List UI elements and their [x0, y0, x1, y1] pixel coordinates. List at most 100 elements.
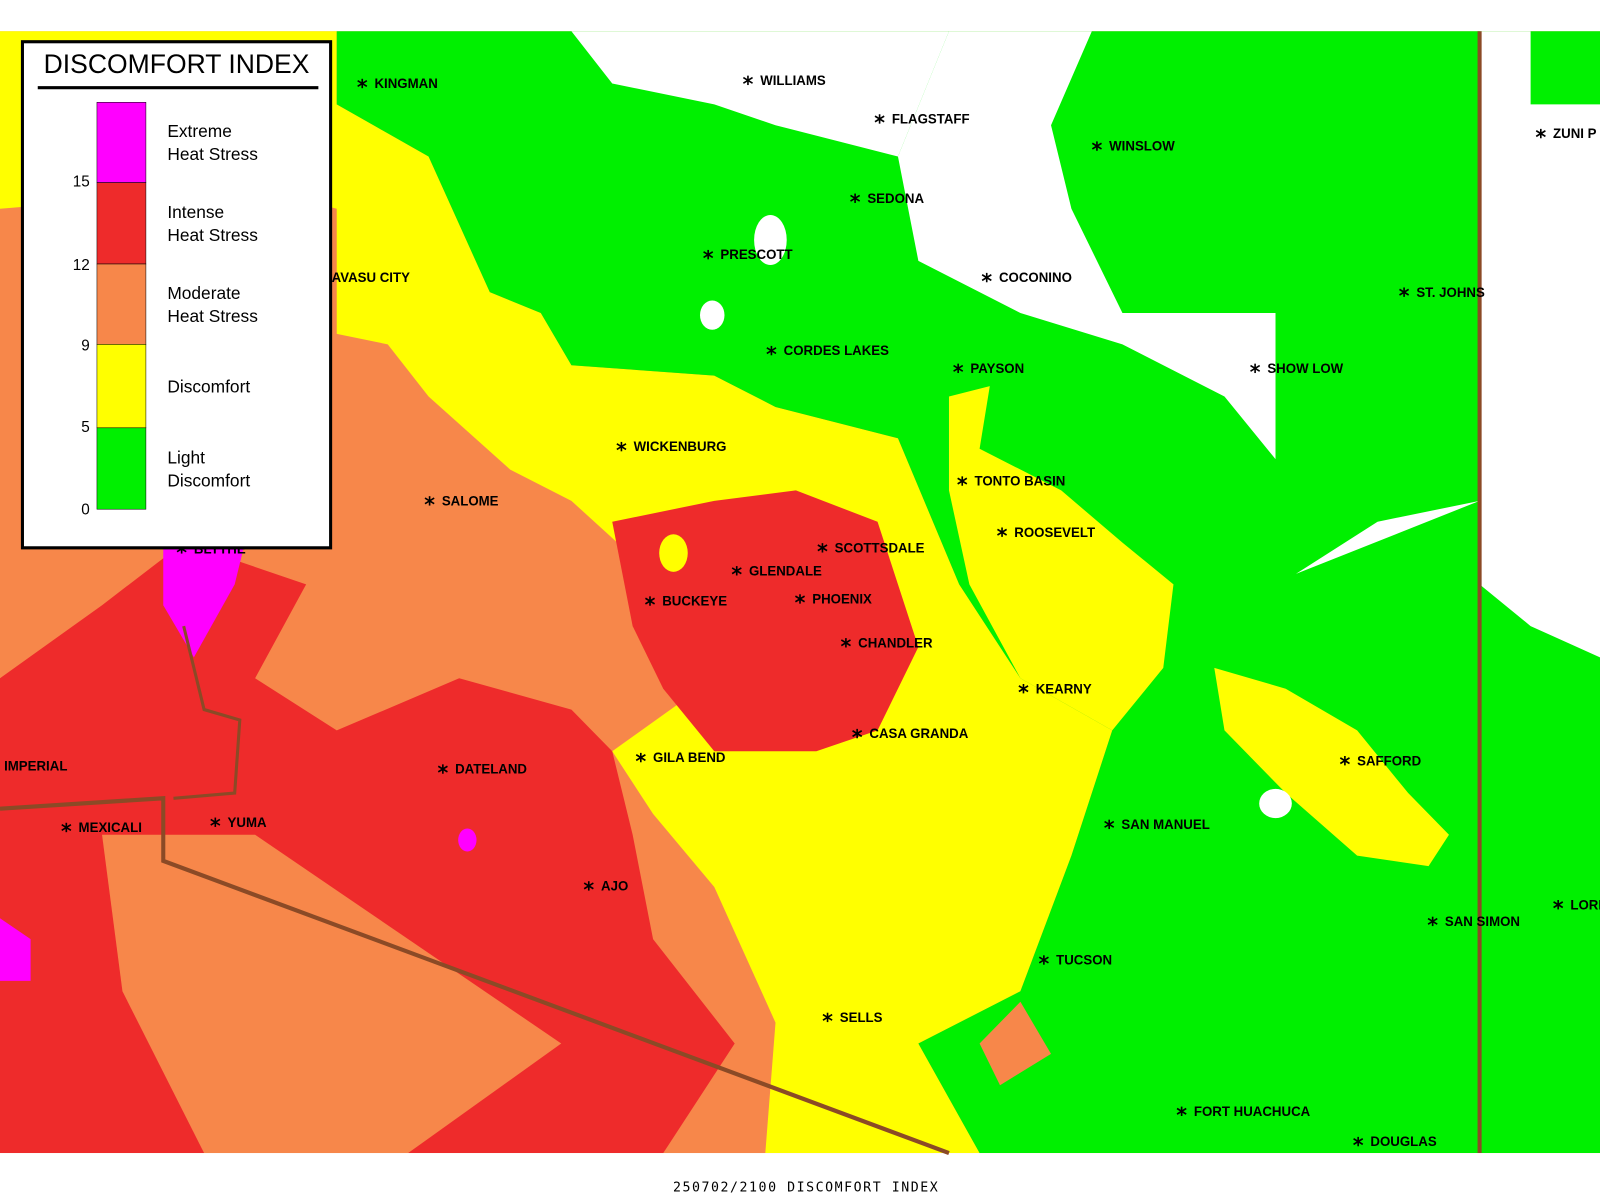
city-marker	[1553, 901, 1564, 909]
borders	[0, 31, 1482, 1156]
city-label: ST. JOHNS	[1416, 285, 1485, 300]
city: FORT HUACHUCA	[1176, 1104, 1311, 1119]
city-marker	[766, 347, 777, 355]
city-marker	[1339, 757, 1350, 765]
city-marker	[1250, 364, 1261, 372]
city: CHANDLER	[840, 635, 933, 650]
city-marker	[703, 251, 714, 259]
city-label: DOUGLAS	[1370, 1134, 1436, 1149]
city-marker	[817, 544, 828, 552]
city: CASA GRANDA	[852, 726, 969, 741]
city-marker	[852, 730, 863, 738]
city-label: SALOME	[442, 493, 499, 508]
legend-label: Intense	[167, 202, 224, 222]
legend-label: Heat Stress	[167, 306, 258, 326]
city-marker	[210, 818, 221, 826]
city: PRESCOTT	[703, 247, 793, 262]
legend-label: Heat Stress	[167, 225, 258, 245]
city-label: AJO	[601, 878, 628, 893]
legend-tick-label: 0	[81, 501, 90, 518]
city-marker	[997, 528, 1008, 536]
city-marker	[981, 274, 992, 282]
city-marker	[1018, 685, 1029, 693]
city-marker	[953, 364, 964, 372]
city: WILLIAMS	[742, 73, 826, 88]
legend-label: Discomfort	[167, 470, 250, 490]
city-label: CASA GRANDA	[869, 726, 968, 741]
city-marker	[1535, 130, 1546, 138]
city-label: SAFFORD	[1357, 753, 1421, 768]
city: WINSLOW	[1091, 139, 1175, 154]
city-marker	[731, 567, 742, 575]
city: YUMA	[210, 815, 267, 830]
city-label: AVASU CITY	[332, 270, 410, 285]
city: GILA BEND	[635, 750, 726, 765]
city: GLENDALE	[731, 563, 822, 578]
city: SAN SIMON	[1427, 914, 1520, 929]
legend-swatch	[96, 427, 147, 510]
city: MEXICALI	[61, 820, 142, 835]
city: KINGMAN	[357, 76, 438, 91]
city-marker	[635, 754, 646, 762]
legend-tick-label: 9	[81, 337, 90, 354]
caption: 250702/2100 DISCOMFORT INDEX	[673, 1181, 939, 1196]
city-label: TUCSON	[1056, 952, 1112, 967]
city-label: IMPERIAL	[4, 758, 67, 773]
city-marker	[1104, 820, 1115, 828]
city-label: COCONINO	[999, 270, 1072, 285]
city-label: SAN SIMON	[1445, 914, 1520, 929]
city-label: DATELAND	[455, 762, 527, 777]
city: PHOENIX	[794, 591, 872, 607]
legend-tick-label: 15	[73, 174, 90, 191]
city: IMPERIAL	[4, 758, 67, 773]
city-label: PRESCOTT	[720, 247, 793, 262]
legend-title: DISCOMFORT INDEX	[44, 49, 310, 79]
city-label: SHOW LOW	[1267, 361, 1343, 376]
city-marker	[957, 477, 968, 485]
city-label: GLENDALE	[749, 563, 822, 578]
city: SCOTTSDALE	[817, 540, 925, 555]
city-marker	[437, 765, 448, 773]
city: SHOW LOW	[1250, 361, 1344, 376]
city-label: YUMA	[228, 815, 267, 830]
city: DATELAND	[437, 762, 527, 777]
city: COCONINO	[981, 270, 1072, 285]
city-label: KEARNY	[1036, 681, 1092, 696]
city: ROOSEVELT	[997, 525, 1096, 540]
city: DOUGLAS	[1353, 1134, 1437, 1149]
legend-label: Light	[167, 447, 205, 467]
city-label: BUCKEYE	[662, 594, 727, 609]
city-marker	[616, 443, 627, 451]
city-marker	[874, 115, 885, 123]
city-label: SCOTTSDALE	[835, 540, 925, 555]
legend-label: Heat Stress	[167, 144, 258, 164]
city-label: WINSLOW	[1109, 139, 1175, 154]
city-label: PHOENIX	[812, 591, 872, 606]
city: SEDONA	[850, 191, 924, 206]
city-label: ROOSEVELT	[1014, 525, 1096, 540]
city: FLAGSTAFF	[874, 111, 970, 127]
city: LORI	[1553, 897, 1600, 912]
legend-swatch	[96, 344, 147, 429]
city: KEARNY	[1018, 681, 1092, 696]
legend-swatch	[96, 263, 147, 345]
city-label: SELLS	[840, 1010, 883, 1025]
city: ST. JOHNS	[1399, 285, 1485, 300]
city: TUCSON	[1038, 952, 1112, 968]
legend: DISCOMFORT INDEX Extreme Heat Stress Inten…	[20, 40, 333, 550]
city-marker	[61, 823, 72, 832]
city: AJO	[583, 878, 628, 894]
legend-tick-label: 12	[73, 257, 90, 274]
city-label: ZUNI P	[1553, 126, 1597, 141]
legend-label: Extreme	[167, 121, 232, 141]
city-marker	[357, 79, 368, 88]
city: PAYSON	[953, 361, 1024, 376]
city-label: CHANDLER	[858, 635, 933, 650]
map-fill	[0, 31, 1600, 1154]
city: BUCKEYE	[644, 594, 727, 609]
city-label: MEXICALI	[79, 820, 142, 835]
city: SALOME	[424, 493, 499, 509]
legend-items: Extreme Heat Stress Intense Heat Stress Mode…	[73, 102, 258, 518]
